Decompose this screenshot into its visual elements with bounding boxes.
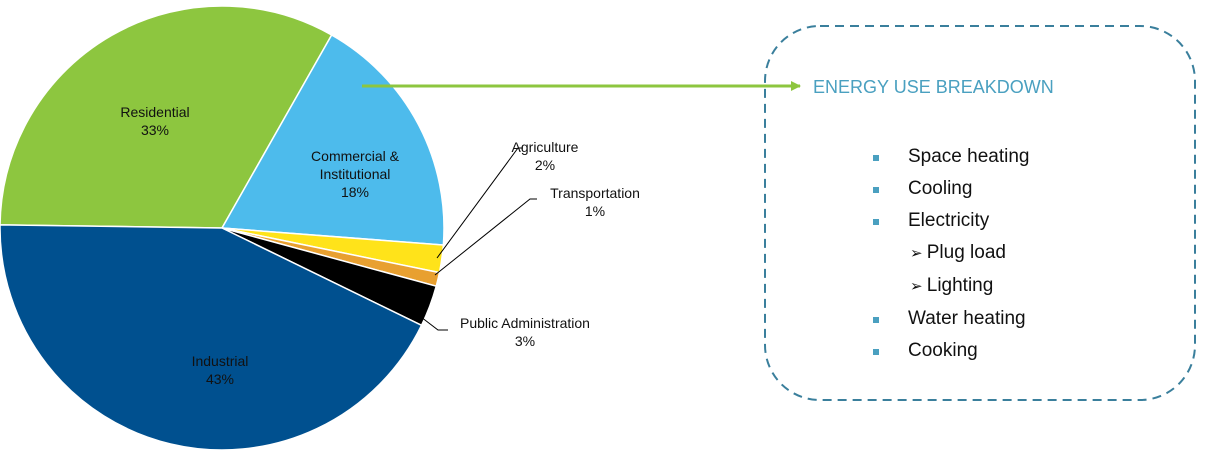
slice-label: Public Administration 3% [430,314,620,350]
bullet [873,155,879,161]
sub-item: ➢ Lighting [910,275,993,297]
slice-name: Transportation [550,185,640,201]
slice-name: Residential [120,104,190,120]
slice-value: 33% [140,122,170,138]
leader-line [436,147,523,259]
slice-name: Commercial & Institutional [311,148,399,182]
slice-value: 3% [514,333,536,349]
sub-item-text: Plug load [926,242,1006,263]
bullet [873,349,879,355]
bullet [873,187,879,193]
sub-item: ➢ Plug load [910,242,1006,264]
bullet [873,317,879,323]
pie-slice [0,5,333,229]
slice-label: Residential 33% [90,103,220,139]
slice-name: Public Administration [460,315,590,331]
sub-bullet: ➢ [910,278,927,295]
slice-name: Agriculture [511,139,579,155]
slice-label: Agriculture 2% [490,138,600,174]
bullet [873,219,879,225]
slice-value: 2% [534,157,556,173]
slice-label: Commercial & Institutional 18% [290,147,420,201]
slice-value: 1% [584,203,606,219]
list-item: Space heating [908,146,1030,167]
slice-value: 18% [340,184,370,200]
list-item: Electricity [908,210,990,231]
pie-slice [0,224,423,451]
slice-name: Industrial [191,353,249,369]
slice-value: 43% [205,371,235,387]
annotation-title: ENERGY USE BREAKDOWN [813,77,1054,97]
list-item: Cooking [908,340,978,361]
slice-label: Industrial 43% [150,352,290,388]
sub-item-text: Lighting [926,275,994,296]
list-item: Cooling [908,178,973,199]
leader-line [420,316,448,331]
sub-bullet: ➢ [910,245,927,262]
annotation-box [764,25,1196,401]
list-item: Water heating [908,308,1026,329]
slice-label: Transportation 1% [520,184,670,220]
leader-line [434,198,537,276]
